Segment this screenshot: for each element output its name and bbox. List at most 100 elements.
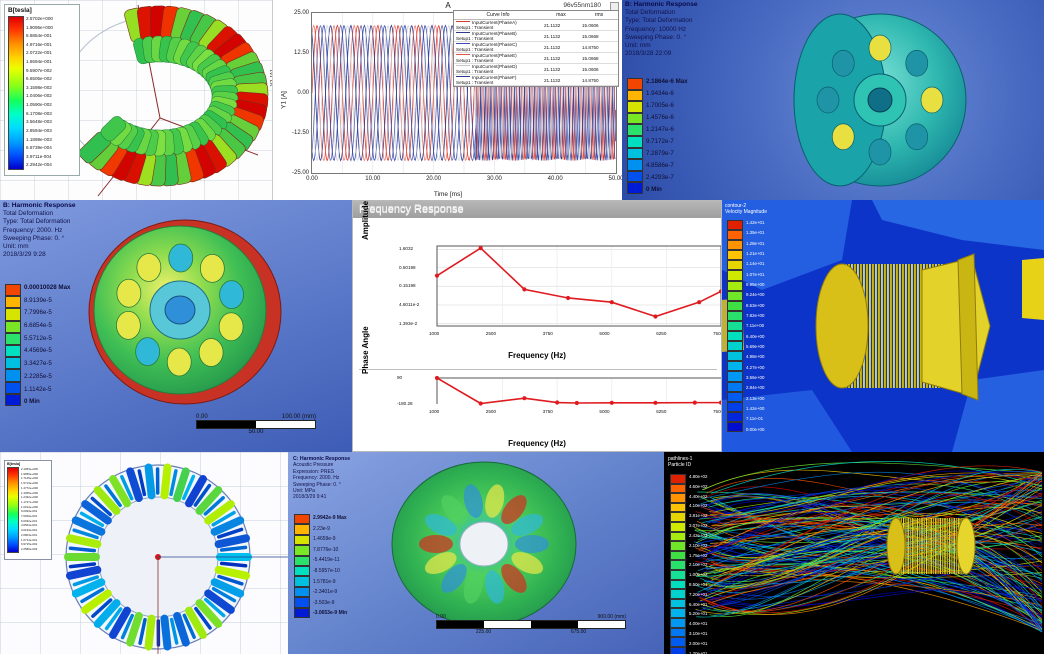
screenshot-collage: B[tesla] 2.5702e+000 1.9095e+000 8.6854e-0… <box>0 0 1044 654</box>
color-bar-segment <box>670 618 686 628</box>
color-bar-segment <box>727 371 743 381</box>
legend-value: 2.2580e-003 <box>21 547 38 551</box>
panel-magnetic-flux-2d: B[tesla] 2.1053e+000 1.9659e+000 1.7125e+0… <box>0 452 288 654</box>
legend-value: 4.10e+02 <box>689 503 707 508</box>
magnetic-legend-2d: B[tesla] 2.1053e+000 1.9659e+000 1.7125e+0… <box>4 460 52 560</box>
curve-info-row: InputCurrent(PhaseB) Setup1 : Transient 21… <box>454 31 618 42</box>
color-bar-segment <box>670 647 686 654</box>
result-title: B: Harmonic Response <box>3 202 76 210</box>
legend-value: -8.5957e-10 <box>313 567 347 575</box>
legend-value: 1.5781e-9 <box>313 578 347 586</box>
x-tick-label: 3750 <box>543 409 553 414</box>
flux-tooth <box>164 467 167 495</box>
color-bar-segment <box>5 357 21 369</box>
color-bar <box>8 16 24 170</box>
pathline-quantity: Particle ID <box>668 462 692 468</box>
heat-fin <box>921 518 922 574</box>
rotor-hole <box>869 35 891 61</box>
y-tick-label: 90 <box>397 375 402 380</box>
legend-value: 6.1708e-003 <box>26 111 53 116</box>
meta-line: 2018/3/28 22:09 <box>625 50 698 58</box>
legend-value: 0.00010028 Max <box>24 284 70 292</box>
rotor-hole <box>921 87 943 113</box>
amplitude-plot-svg <box>353 218 721 368</box>
heat-fin <box>912 518 913 574</box>
heat-fin <box>872 264 874 388</box>
color-bar-segment <box>727 402 743 412</box>
legend-value: 1.4576e-6 <box>646 114 688 122</box>
data-point <box>522 287 526 291</box>
rotor-hole <box>832 124 854 150</box>
flux-tooth <box>219 570 246 576</box>
x-tick: 0.00 <box>306 176 318 182</box>
panel-harmonic-response-2000hz: B: Harmonic Response Total Deformation Ty… <box>0 200 352 452</box>
panel-frequency-response: Frequency Response Amplitude (mm/s) 1.60… <box>352 200 722 452</box>
legend-value: 1.20e+01 <box>689 651 707 654</box>
heat-fin <box>931 518 932 574</box>
heat-fin <box>928 518 929 574</box>
panel-cfd-velocity-magnitude: contour-2 Velocity Magnitude 1.42e+01 1.3… <box>722 200 1044 452</box>
legend-value: 2.9942e-9 Max <box>313 514 347 522</box>
window-title-bar[interactable]: Frequency Response <box>353 201 721 218</box>
legend-value: 6.40e+00 <box>746 334 764 339</box>
color-bar-segment <box>627 78 643 90</box>
legend-value: 1.1142e-5 <box>24 386 70 394</box>
heat-fin <box>890 264 892 388</box>
heat-fin <box>910 518 911 574</box>
data-point <box>566 296 570 300</box>
curve-setup: Setup1 : Transient <box>456 47 493 52</box>
y-tick: 25.00 <box>294 10 309 16</box>
legend-value: 7.2879e-7 <box>646 150 688 158</box>
heat-fin <box>908 518 909 574</box>
legend-values: 1.42e+01 1.35e+01 1.28e+01 1.21e+01 1.14e+01… <box>746 220 764 432</box>
heat-fin <box>899 264 901 388</box>
y-tick: 0.00 <box>297 90 309 96</box>
heat-fin <box>887 264 889 388</box>
color-bar-segment <box>727 311 743 321</box>
legend-value: 1.4772e+000 <box>21 486 38 490</box>
color-bar-segment <box>727 270 743 280</box>
cfd-contour-graphic <box>722 200 1044 452</box>
color-bar-segment <box>627 101 643 113</box>
curve-info-legend[interactable]: Curve Info max rms InputCurrent(PhaseA) S… <box>453 10 619 87</box>
legend-value: 6.40e+01 <box>689 602 707 607</box>
x-tick-label: 7500 <box>713 409 722 414</box>
legend-value: 2.2942e-004 <box>26 162 53 167</box>
flux-tooth <box>70 538 97 544</box>
curve-name-cell: InputCurrent(PhaseA) Setup1 : Transient <box>454 20 542 31</box>
meta-line: 2018/3/29 9:28 <box>3 251 76 259</box>
flux-tooth <box>70 570 97 576</box>
x-tick: 50.00 <box>608 176 623 182</box>
legend-value: 2.2285e-5 <box>24 373 70 381</box>
legend-value: 2.4293e-7 <box>646 174 688 182</box>
data-point <box>522 396 526 400</box>
harmonic-2000-textblock: B: Harmonic Response Total Deformation Ty… <box>3 202 76 259</box>
legend-value: 7.82e+00 <box>746 313 764 318</box>
cfd-legend: 1.42e+01 1.35e+01 1.28e+01 1.21e+01 1.14e+01… <box>727 220 764 432</box>
legend-value: 8.53e+00 <box>746 303 764 308</box>
heat-fin <box>896 264 898 388</box>
legend-value: 1.0714e-001 <box>21 538 38 542</box>
legend-value: 1.5713e+000 <box>21 481 38 485</box>
curve-setup: Setup1 : Transient <box>456 80 493 85</box>
color-bar-segment <box>727 331 743 341</box>
legend-value: 1.9095e+000 <box>26 25 53 30</box>
legend-value: 3.0194e-001 <box>21 528 38 532</box>
legend-value: 4.40e+02 <box>689 494 707 499</box>
legend-value: 1.2432e+000 <box>21 495 38 499</box>
flux-tooth <box>164 619 167 647</box>
x-tick-label: 7500 <box>713 331 722 336</box>
color-bar-segment <box>727 351 743 361</box>
heat-fin <box>935 518 936 574</box>
curve-max: 21.1132 <box>542 42 580 53</box>
curve-info-row: InputCurrent(PhaseA) Setup1 : Transient 21… <box>454 20 618 31</box>
legend-value: 3.10e+01 <box>689 631 707 636</box>
legend-value: 2.10e+02 <box>689 543 707 548</box>
curve-info-row: InputCurrent(PhaseD) Setup1 : Transient 21… <box>454 64 618 75</box>
legend-value: 1.00e+02 <box>689 572 707 577</box>
color-bar-segment <box>627 159 643 171</box>
y-tick: 12.50 <box>294 50 309 56</box>
col-rms: rms <box>580 11 618 20</box>
legend-values: 2.1864e-6 Max 1.9434e-6 1.7005e-6 1.4576e-6… <box>646 78 688 194</box>
color-bar-segment <box>670 532 686 542</box>
